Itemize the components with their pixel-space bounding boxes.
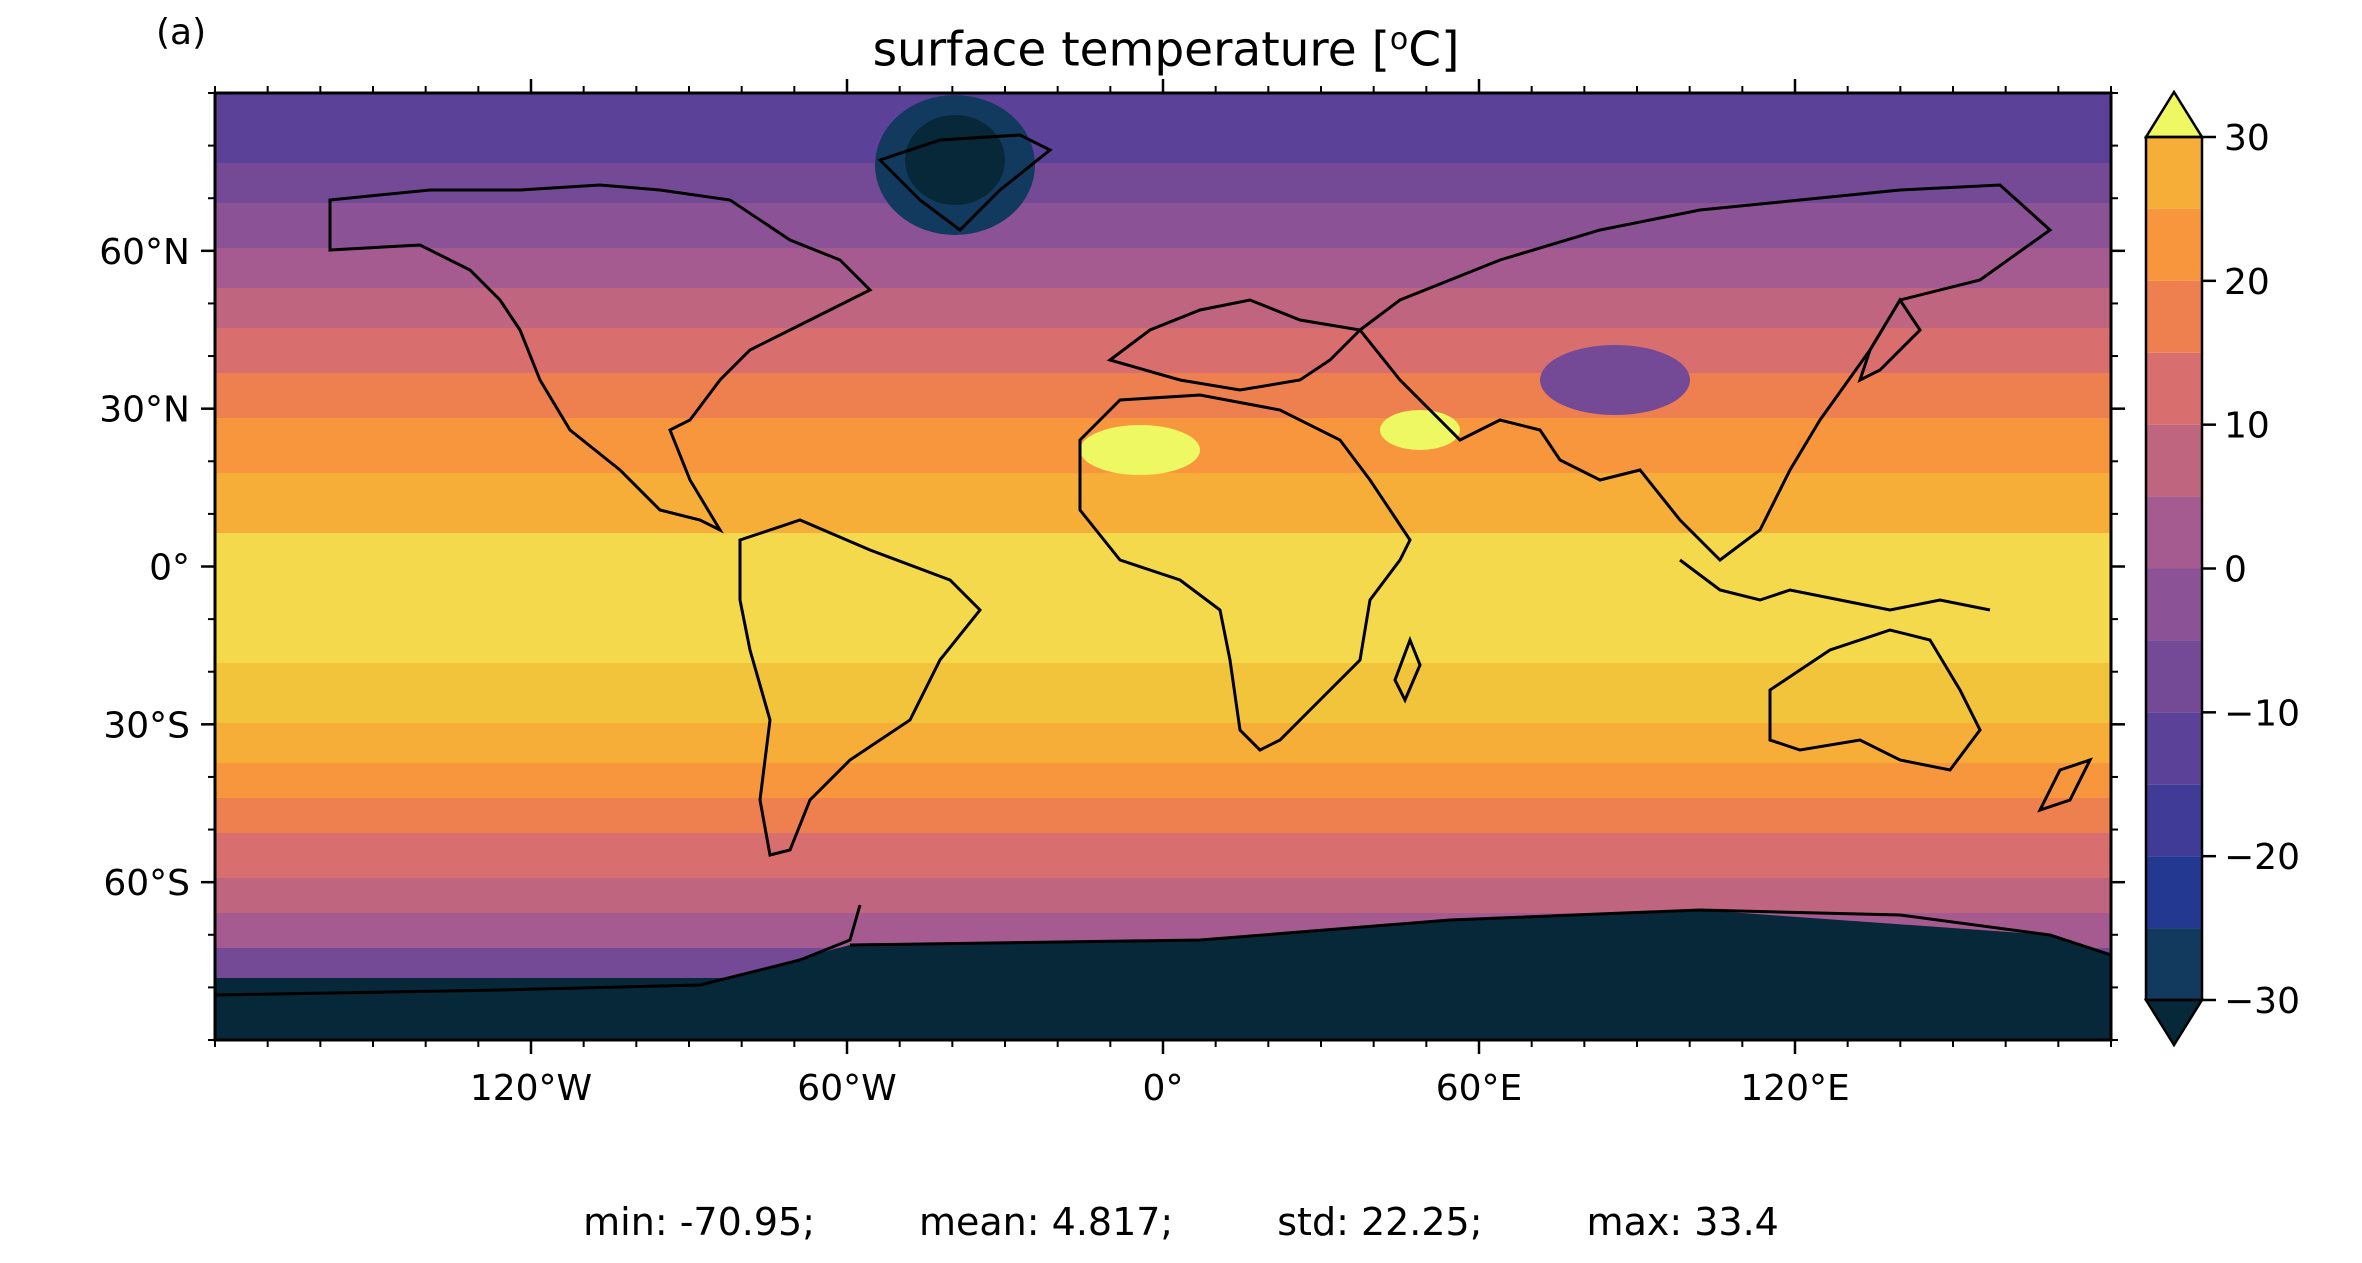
colorbar-extend-max: [2143, 89, 2205, 139]
stat-mean: mean: 4.817;: [919, 1200, 1174, 1244]
colorbar-tick-label: 0: [2224, 550, 2247, 591]
lon-tick-label: 60°E: [1436, 1068, 1523, 1109]
colorbar-tick-label: 30: [2224, 118, 2270, 159]
colorbar: 30 20 10 0 −10 −20 −30: [2143, 89, 2300, 1048]
lon-tick-label: 120°E: [1740, 1068, 1849, 1109]
title-text: surface temperature [: [872, 22, 1390, 78]
lon-tick-label: 0°: [1143, 1068, 1184, 1109]
colorbar-bin: [2146, 784, 2202, 857]
stat-max: max: 33.4: [1586, 1200, 1779, 1244]
lat-tick-label: 60°N: [99, 232, 190, 273]
panel-label: (a): [156, 12, 207, 53]
colorbar-bin: [2146, 856, 2202, 929]
colorbar-tick-label: −10: [2224, 693, 2300, 734]
colorbar-tick-label: −30: [2224, 981, 2300, 1022]
colorbar-bin: [2146, 137, 2202, 209]
lon-tick-label: 60°W: [797, 1068, 896, 1109]
coastlines: [215, 133, 2111, 997]
colorbar-extend-min: [2143, 998, 2205, 1048]
lat-tick-label: 30°S: [103, 705, 190, 746]
title-superscript: o: [1389, 22, 1409, 57]
colorbar-bin: [2146, 496, 2202, 569]
colorbar-bin: [2146, 568, 2202, 641]
colorbar-bin: [2146, 712, 2202, 785]
axis-ticks: 120°W 60°W 0° 60°E 120°E 60°N 30°N 0° 30°S 60°S: [99, 79, 2125, 1109]
lat-tick-label: 0°: [149, 548, 190, 589]
colorbar-bin: [2146, 424, 2202, 497]
map-title: surface temperature [oC]: [0, 22, 2362, 78]
lat-tick-label: 60°S: [103, 863, 190, 904]
temperature-field: [215, 93, 2111, 1040]
colorbar-tick-label: 20: [2224, 262, 2270, 303]
title-unit: C]: [1408, 22, 1460, 78]
colorbar-bin: [2146, 352, 2202, 425]
stat-min: min: -70.95;: [583, 1200, 815, 1244]
colorbar-tick-label: 10: [2224, 406, 2270, 447]
colorbar-bin: [2146, 928, 2202, 1000]
colorbar-bin: [2146, 640, 2202, 713]
colorbar-bin: [2146, 208, 2202, 281]
lon-tick-label: 120°W: [470, 1068, 592, 1109]
summary-stats: min: -70.95; mean: 4.817; std: 22.25; max: …: [0, 1200, 2362, 1244]
lat-tick-label: 30°N: [99, 390, 190, 431]
colorbar-bin: [2146, 280, 2202, 353]
colorbar-tick-label: −20: [2224, 837, 2300, 878]
stat-std: std: 22.25;: [1277, 1200, 1483, 1244]
